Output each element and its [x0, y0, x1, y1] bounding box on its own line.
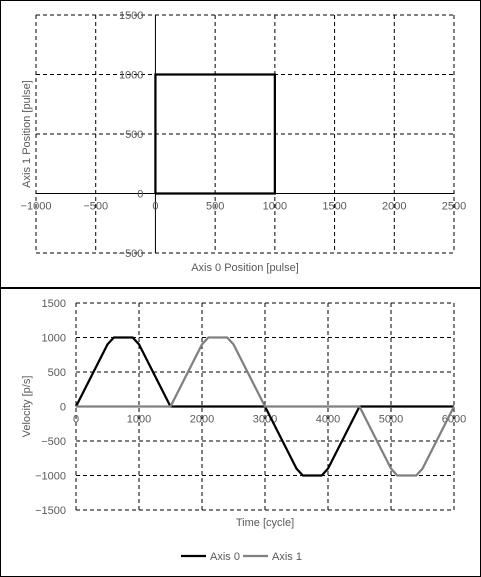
legend-label-1: Axis 0 [210, 551, 240, 563]
y-tick-label: −500 [119, 248, 144, 260]
x-tick-label: 2500 [442, 201, 466, 213]
x-tick-label: 500 [206, 201, 224, 213]
y-tick-label: −1500 [35, 505, 66, 517]
x-tick-label: 1500 [322, 201, 346, 213]
x-tick-label: −1000 [21, 201, 52, 213]
y-axis-title: Velocity [p/s] [21, 376, 33, 438]
y-tick-label: 0 [60, 402, 66, 414]
y-tick-label: 500 [125, 129, 143, 141]
x-tick-label: 4000 [316, 414, 340, 426]
x-tick-label: 2000 [190, 414, 214, 426]
y-tick-label: 1000 [42, 333, 66, 345]
velocity-series-line-2 [76, 336, 456, 477]
position-series-line [154, 73, 276, 195]
y-axis-title: Axis 1 Position [pulse] [21, 80, 33, 188]
position-chart: −1000 −500 0 500 1000 1500 2000 2500 −500 0 500 100… [21, 10, 467, 274]
x-tick-label: 2000 [382, 201, 406, 213]
y-tick-label: 500 [48, 367, 66, 379]
x-tick-label: −500 [83, 201, 108, 213]
velocity-chart-panel: 0 1000 2000 3000 4000 5000 6000 −1500 −1000 −500 0… [0, 288, 481, 577]
x-tick-label: 0 [152, 201, 158, 213]
legend-label-2: Axis 1 [272, 551, 302, 563]
velocity-chart: 0 1000 2000 3000 4000 5000 6000−1500−1000−5000… [21, 298, 466, 563]
x-tick-label: 1000 [127, 414, 151, 426]
x-axis-title: Axis 0 Position [pulse] [191, 262, 299, 274]
x-axis-title: Time [cycle] [236, 517, 294, 529]
x-tick-label: 1000 [263, 201, 287, 213]
y-tick-label: 1500 [42, 298, 66, 310]
position-chart-panel: −1000 −500 0 500 1000 1500 2000 2500 −500 0 500 100… [0, 0, 481, 288]
x-tick-label: 0 [73, 414, 79, 426]
y-tick-label: 0 [137, 189, 143, 201]
x-tick-label: 5000 [379, 414, 403, 426]
y-tick-label: −500 [41, 436, 66, 448]
y-tick-label: 1500 [119, 10, 143, 22]
y-tick-label: −1000 [35, 471, 66, 483]
y-tick-label: 1000 [119, 70, 143, 82]
